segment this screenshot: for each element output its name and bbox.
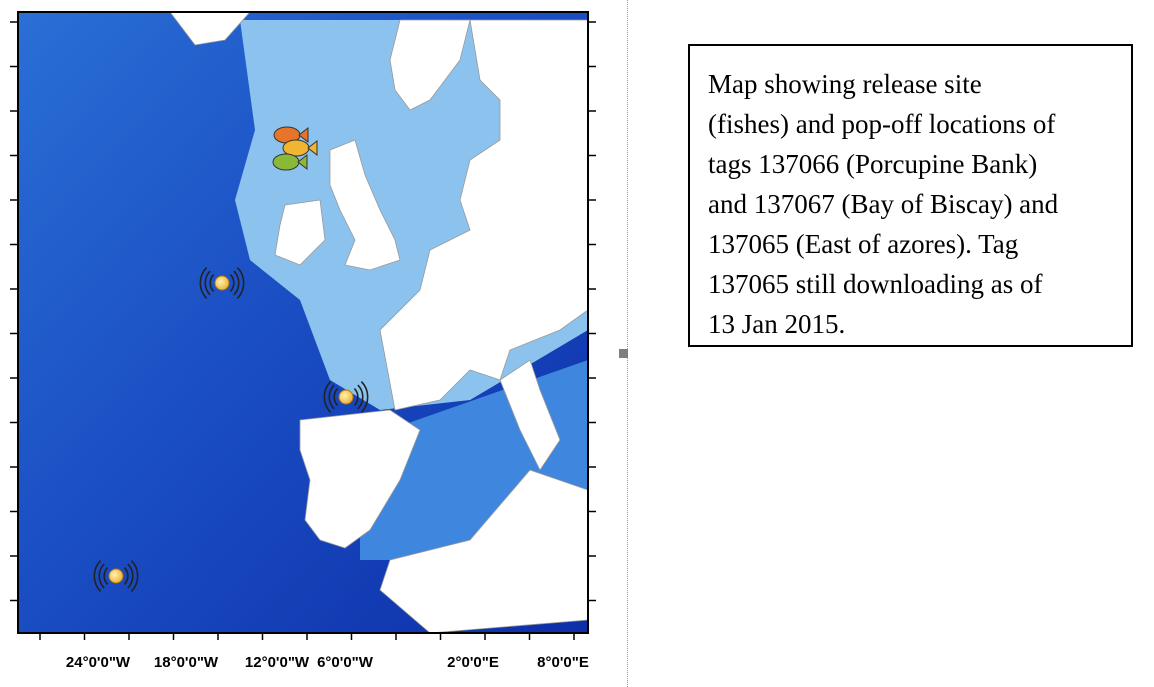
- resize-handle[interactable]: [619, 349, 628, 358]
- signal-arc: [93, 560, 102, 592]
- caption-line: Map showing release site: [708, 69, 982, 99]
- marker-dot: [338, 389, 354, 405]
- signal-arc: [233, 270, 240, 296]
- pop-off-marker: [93, 560, 139, 592]
- signal-arc: [103, 567, 109, 585]
- signal-arc: [98, 563, 105, 589]
- signal-arc: [328, 384, 335, 410]
- signal-arc: [357, 384, 364, 410]
- signal-arc: [360, 381, 369, 413]
- pop-off-locations: [93, 267, 369, 592]
- signal-arc: [204, 270, 211, 296]
- frame: [17, 11, 589, 634]
- x-axis-label: 24°0'0"W: [66, 654, 131, 671]
- divider: [627, 0, 628, 687]
- caption-line: 137065 still downloading as of: [708, 269, 1043, 299]
- map: 24°0'0"W 18°0'0"W 12°0'0"W 6°0'0"W 2°0'0"E 8°…: [10, 11, 596, 671]
- x-axis-label: 18°0'0"W: [154, 654, 219, 671]
- signal-arc: [333, 388, 339, 406]
- signal-arc: [209, 274, 215, 292]
- signal-arc: [199, 267, 208, 299]
- frame-ticks: [10, 21, 596, 640]
- pop-off-marker: [323, 381, 369, 413]
- marker-dot: [108, 568, 124, 584]
- x-axis-label: 6°0'0"W: [317, 654, 374, 671]
- x-axis-label: 8°0'0"E: [537, 654, 589, 671]
- signal-arc: [127, 563, 134, 589]
- caption-line: 13 Jan 2015.: [708, 309, 846, 339]
- caption-line: and 137067 (Bay of Biscay) and: [708, 189, 1059, 219]
- marker-dot: [214, 275, 230, 291]
- caption-line: 137065 (East of azores). Tag: [708, 229, 1019, 259]
- signal-arc: [236, 267, 245, 299]
- x-axis-label: 12°0'0"W: [245, 654, 310, 671]
- signal-arc: [353, 388, 359, 406]
- signal-arc: [123, 567, 129, 585]
- pop-off-marker: [199, 267, 245, 299]
- land: [169, 11, 589, 634]
- signal-arc: [229, 274, 235, 292]
- caption-line: (fishes) and pop-off locations of: [708, 109, 1056, 139]
- signal-arc: [130, 560, 139, 592]
- signal-arc: [323, 381, 332, 413]
- caption-box: Map showing release site (fishes) and pop…: [688, 44, 1133, 347]
- x-axis-label: 2°0'0"E: [447, 654, 499, 671]
- caption-line: tags 137066 (Porcupine Bank): [708, 149, 1038, 179]
- release-site: [272, 126, 318, 171]
